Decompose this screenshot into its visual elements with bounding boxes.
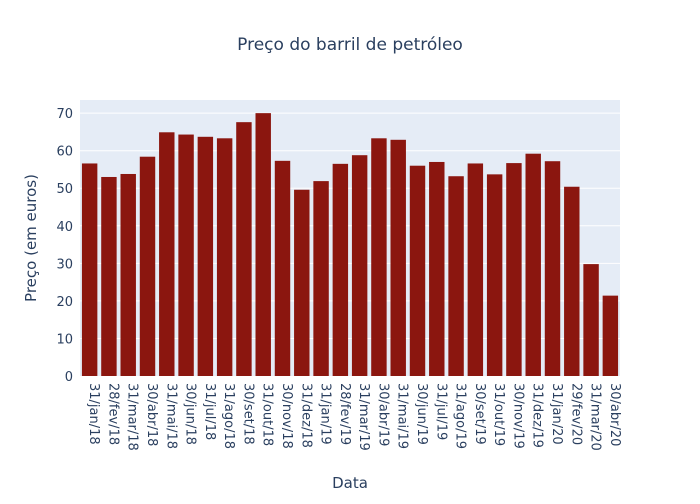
bar-21 <box>486 174 503 376</box>
x-tick-label: 31/dez/18 <box>298 383 313 448</box>
x-tick-label: 30/nov/18 <box>279 383 294 449</box>
y-tick-label: 30 <box>56 257 73 272</box>
chart-title: Preço do barril de petróleo <box>237 35 463 55</box>
x-tick-label: 31/mar/18 <box>125 383 140 451</box>
y-tick-label: 10 <box>56 332 73 347</box>
bar-13 <box>332 163 349 376</box>
bar-15 <box>371 138 387 376</box>
x-tick-label: 31/jan/19 <box>318 383 333 445</box>
x-tick-label: 31/ago/18 <box>221 383 236 449</box>
x-axis-ticks: 31/jan/18 28/fev/18 31/mar/18 30/abr/18 31/m… <box>86 383 622 451</box>
y-axis-title: Preço (em euros) <box>22 174 40 302</box>
bar-6 <box>197 136 214 376</box>
y-tick-label: 60 <box>56 145 73 160</box>
x-tick-label: 30/jun/18 <box>183 383 198 445</box>
bar-4 <box>159 132 175 376</box>
bar-5 <box>178 134 194 376</box>
x-tick-label: 31/ago/19 <box>453 383 468 449</box>
x-tick-label: 30/jun/19 <box>414 383 429 445</box>
x-tick-label: 31/out/19 <box>491 383 506 446</box>
x-tick-label: 31/mar/19 <box>356 383 371 451</box>
x-tick-label: 31/mai/19 <box>395 383 410 449</box>
bar-7 <box>216 138 233 376</box>
x-tick-label: 28/fev/19 <box>337 383 352 445</box>
x-axis-title: Data <box>332 474 368 492</box>
x-tick-label: 30/abr/20 <box>607 383 622 446</box>
x-tick-label: 31/mai/18 <box>163 383 178 449</box>
x-tick-label: 31/dez/19 <box>530 383 545 448</box>
bar-3 <box>139 156 156 376</box>
x-tick-label: 28/fev/18 <box>105 383 120 445</box>
bar-23 <box>525 153 541 376</box>
x-tick-label: 31/jul/18 <box>202 383 217 440</box>
x-tick-label: 31/jan/20 <box>549 383 564 445</box>
y-tick-label: 40 <box>56 220 73 235</box>
y-tick-label: 50 <box>56 182 73 197</box>
bar-26 <box>583 264 599 376</box>
x-tick-label: 30/abr/18 <box>144 383 159 446</box>
bar-22 <box>506 163 522 376</box>
x-tick-label: 29/fev/20 <box>568 383 583 445</box>
bar-14 <box>351 155 368 376</box>
bar-12 <box>313 181 329 376</box>
y-tick-label: 0 <box>65 370 73 385</box>
x-tick-label: 30/abr/19 <box>375 383 390 446</box>
x-tick-label: 31/out/18 <box>260 383 275 446</box>
x-tick-label: 30/nov/19 <box>510 383 525 449</box>
bar-27 <box>602 295 619 376</box>
bar-10 <box>274 160 291 376</box>
bar-25 <box>564 186 580 376</box>
bar-1 <box>101 176 117 376</box>
x-tick-label: 30/set/19 <box>472 383 487 445</box>
bar-9 <box>255 113 271 376</box>
bar-16 <box>390 139 406 376</box>
bar-17 <box>409 165 426 376</box>
bar-19 <box>448 176 464 376</box>
bar-24 <box>544 161 561 376</box>
y-tick-label: 20 <box>56 295 73 310</box>
x-tick-label: 31/mar/20 <box>588 383 603 451</box>
x-tick-label: 31/jan/18 <box>86 383 101 445</box>
bar-2 <box>120 173 136 376</box>
bar-0 <box>81 163 98 376</box>
bar-11 <box>294 189 310 376</box>
y-tick-label: 70 <box>56 107 73 122</box>
x-tick-label: 31/jul/19 <box>433 383 448 440</box>
bar-20 <box>467 163 484 376</box>
bar-18 <box>429 161 445 376</box>
bar-8 <box>236 122 252 376</box>
x-tick-label: 30/set/18 <box>240 383 255 445</box>
y-axis-ticks: 0 10 20 30 40 50 60 70 <box>56 107 73 385</box>
bars <box>81 113 619 376</box>
